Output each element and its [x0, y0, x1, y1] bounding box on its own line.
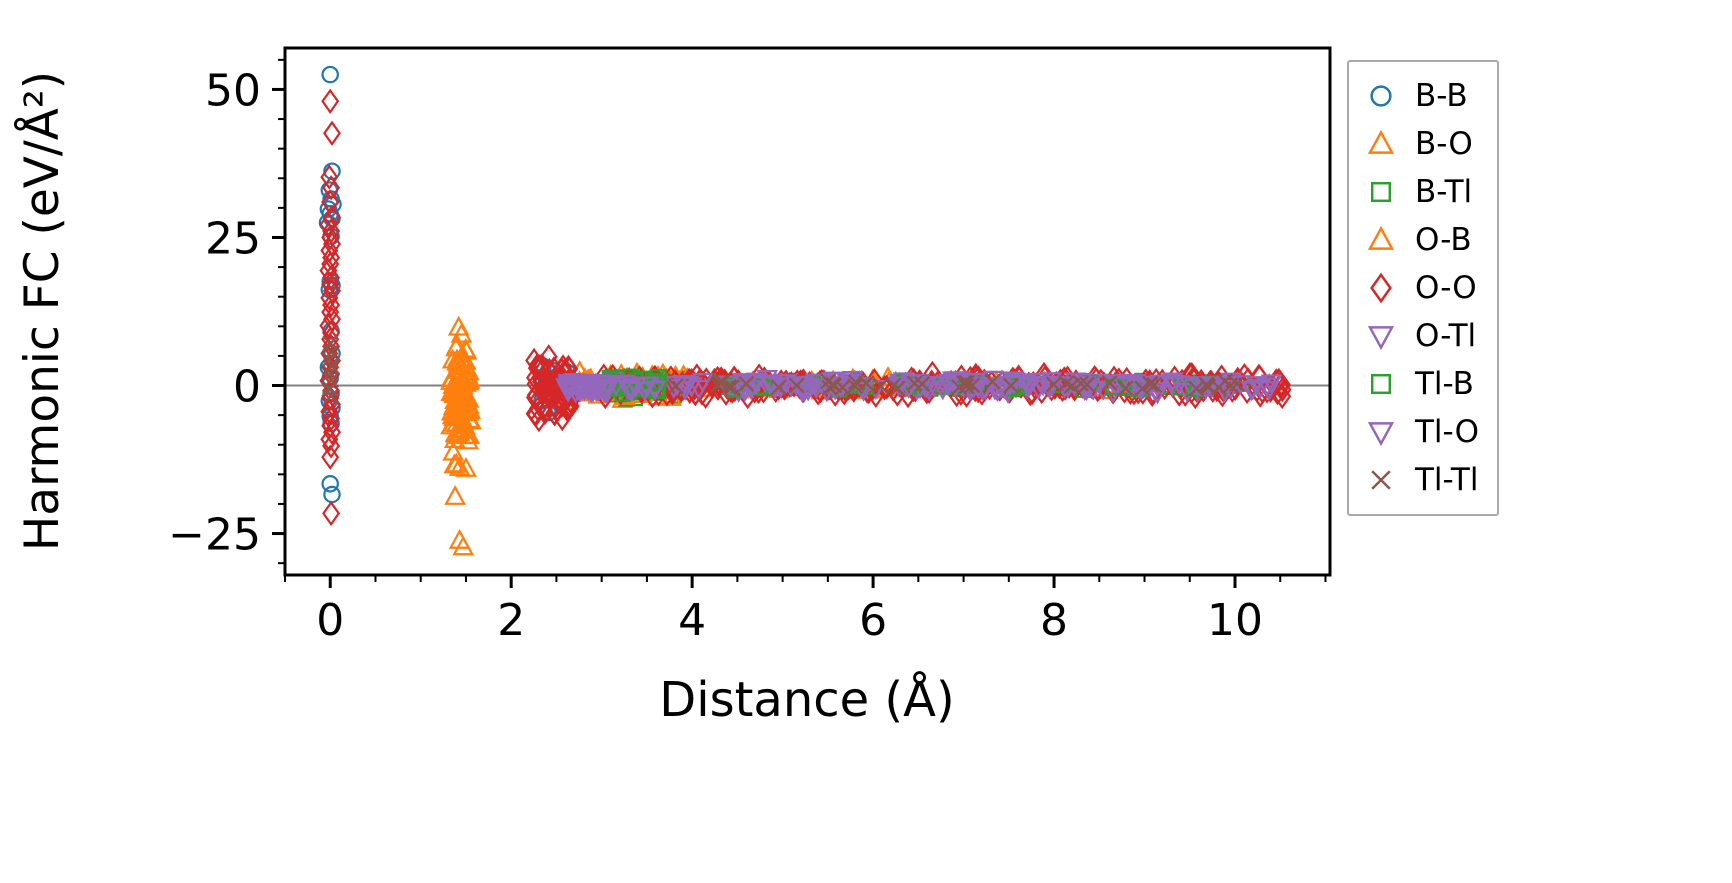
- legend-item-B-Tl: B-Tl: [1359, 168, 1479, 216]
- major-ticks: [272, 87, 1237, 588]
- legend-item-O-B: O-B: [1359, 216, 1479, 264]
- legend-label: Tl-B: [1415, 366, 1474, 402]
- legend-label: Tl-Tl: [1415, 462, 1479, 498]
- legend-marker-square-icon: [1370, 181, 1392, 203]
- legend-item-B-B: B-B: [1359, 72, 1479, 120]
- x-tick-label: 4: [678, 595, 706, 646]
- y-axis-label: Harmonic FC (eV/Å²): [15, 71, 70, 551]
- legend-item-B-O: B-O: [1359, 120, 1479, 168]
- x-tick-label: 10: [1207, 595, 1263, 646]
- legend: B-B B-O B-Tl O-B O-O O-Tl Tl-B Tl-O Tl-Tl: [1347, 60, 1499, 516]
- legend-marker-circle-icon: [1370, 85, 1392, 107]
- legend-marker-triangle-up-icon: [1367, 225, 1395, 250]
- minor-ticks: [278, 58, 1327, 582]
- legend-label: O-Tl: [1415, 318, 1477, 354]
- axes-spines: [283, 46, 1332, 577]
- legend-item-Tl-Tl: Tl-Tl: [1359, 456, 1479, 504]
- plot-area: 0 2 4 6 8 10 −25 0 25 50: [168, 46, 1332, 646]
- legend-marker-triangle-down-icon: [1367, 422, 1395, 447]
- legend-marker-diamond-icon: [1370, 272, 1392, 304]
- series-Tl-Tl: [321, 335, 1246, 405]
- legend-label: O-O: [1415, 270, 1477, 306]
- series-B-B: [318, 65, 690, 504]
- legend-label: B-Tl: [1415, 174, 1473, 210]
- x-tick-label: 6: [859, 595, 887, 646]
- legend-item-O-O: O-O: [1359, 264, 1479, 312]
- tick-labels: 0 2 4 6 8 10 −25 0 25 50: [168, 65, 1263, 646]
- legend-label: O-B: [1415, 222, 1472, 258]
- legend-label: Tl-O: [1415, 414, 1479, 450]
- legend-item-Tl-B: Tl-B: [1359, 360, 1479, 408]
- legend-label: B-B: [1415, 78, 1468, 114]
- x-axis-label: Distance (Å): [659, 671, 954, 728]
- legend-marker-x-icon: [1371, 470, 1391, 490]
- x-tick-label: 8: [1040, 595, 1068, 646]
- y-tick-label: 50: [205, 65, 261, 116]
- legend-label: B-O: [1415, 126, 1473, 162]
- y-tick-label: 25: [205, 213, 261, 264]
- legend-item-Tl-O: Tl-O: [1359, 408, 1479, 456]
- series-B-O: [439, 315, 1137, 556]
- y-tick-label: −25: [168, 510, 261, 561]
- legend-marker-triangle-down-icon: [1367, 326, 1395, 351]
- y-tick-label: 0: [233, 362, 261, 413]
- legend-item-O-Tl: O-Tl: [1359, 312, 1479, 360]
- legend-marker-triangle-up-icon: [1367, 129, 1395, 154]
- x-tick-label: 2: [497, 595, 525, 646]
- legend-marker-square-icon: [1370, 373, 1392, 395]
- x-tick-label: 0: [316, 595, 344, 646]
